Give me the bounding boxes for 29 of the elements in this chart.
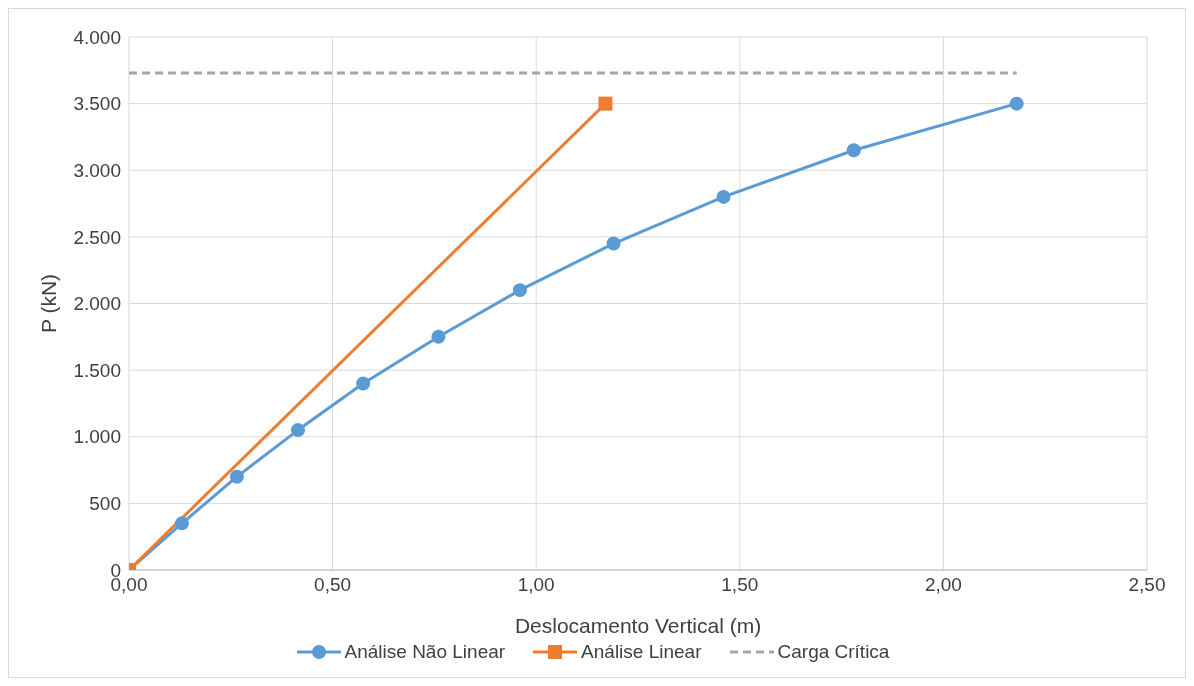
y-tick-label: 1.500 — [73, 359, 121, 381]
x-tick-label: 1,50 — [721, 574, 759, 596]
y-tick-label: 1.000 — [73, 426, 121, 448]
legend-label: Análise Linear — [581, 641, 702, 663]
x-tick-label: 1,00 — [517, 574, 555, 596]
y-tick-label: 2.000 — [73, 293, 121, 315]
x-tick-label: 0,50 — [314, 574, 352, 596]
y-tick-label: 4.000 — [73, 26, 121, 48]
point — [229, 469, 244, 484]
point — [512, 283, 527, 298]
y-tick-label: 3.000 — [73, 159, 121, 181]
y-tick-label: 500 — [89, 493, 121, 515]
point — [598, 96, 613, 111]
x-axis-title: Deslocamento Vertical (m) — [514, 614, 762, 637]
y-axis-title: P (kN) — [37, 273, 61, 334]
point — [846, 143, 861, 158]
legend-label: Carga Crítica — [777, 641, 890, 663]
point — [290, 423, 305, 438]
y-tick-label: 3.500 — [73, 93, 121, 115]
point — [174, 516, 189, 531]
x-tick-label: 2,00 — [924, 574, 962, 596]
point — [716, 189, 731, 204]
point — [431, 329, 446, 344]
point — [356, 376, 371, 391]
legend-label: Análise Não Linear — [344, 641, 506, 663]
x-tick-label: 2,50 — [1128, 574, 1166, 596]
y-tick-label: 2.500 — [73, 226, 121, 248]
point — [1009, 96, 1024, 111]
point — [606, 236, 621, 251]
